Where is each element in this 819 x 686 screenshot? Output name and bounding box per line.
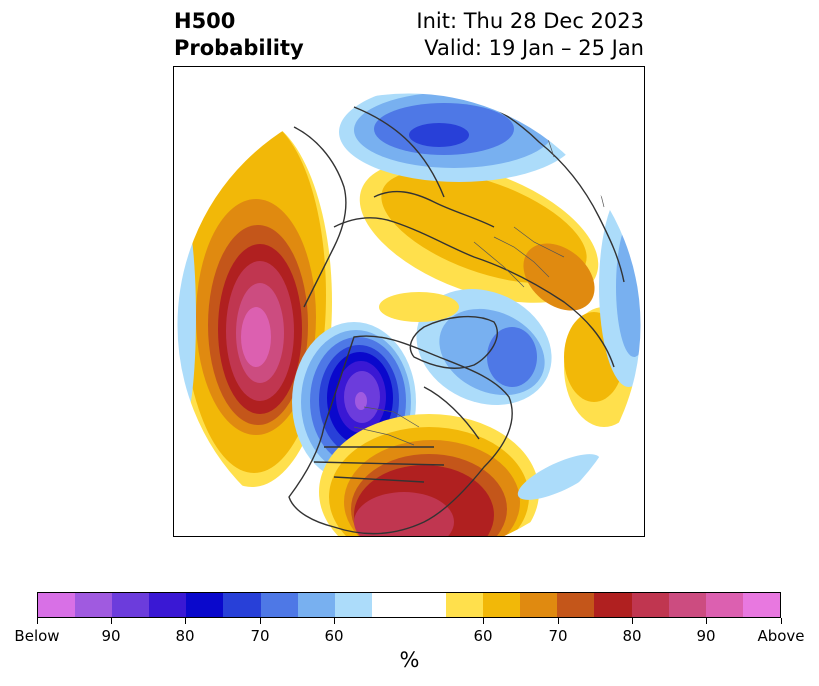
eurasia-above-anomaly bbox=[359, 161, 641, 427]
colorbar-segment bbox=[557, 593, 595, 617]
atlantic-below-band bbox=[517, 454, 601, 500]
west-edge-below-band bbox=[177, 207, 196, 427]
probability-map bbox=[176, 92, 642, 536]
title-right: Init: Thu 28 Dec 2023 Valid: 19 Jan – 25… bbox=[416, 8, 644, 62]
colorbar-segment bbox=[520, 593, 558, 617]
siberia-below-anomaly bbox=[339, 93, 579, 182]
colorbar-tick-label: 60 bbox=[473, 627, 493, 645]
southeast-us-above-anomaly bbox=[319, 414, 539, 536]
colorbar-tick bbox=[483, 618, 484, 624]
title-product: Probability bbox=[174, 36, 304, 60]
colorbar-segment bbox=[149, 593, 187, 617]
colorbar-tick-label: 90 bbox=[101, 627, 121, 645]
colorbar-tick-label: Below bbox=[14, 627, 60, 645]
hudson-above-patch bbox=[379, 292, 459, 322]
title-variable: H500 bbox=[174, 9, 236, 33]
colorbar-segment bbox=[260, 593, 298, 617]
colorbar-tick-label: 70 bbox=[548, 627, 568, 645]
colorbar-segment bbox=[75, 593, 113, 617]
pacific-above-anomaly bbox=[177, 117, 332, 487]
colorbar-tick bbox=[111, 618, 112, 624]
colorbar-segment bbox=[631, 593, 669, 617]
colorbar bbox=[37, 592, 781, 618]
title-left: H500 Probability bbox=[174, 8, 304, 62]
colorbar-segment bbox=[483, 593, 521, 617]
colorbar-tick bbox=[781, 618, 782, 624]
colorbar-tick bbox=[37, 618, 38, 624]
colorbar-tick bbox=[185, 618, 186, 624]
colorbar-tick-label: 70 bbox=[250, 627, 270, 645]
colorbar-segment bbox=[594, 593, 632, 617]
colorbar-segment bbox=[186, 593, 224, 617]
title-init-date: Init: Thu 28 Dec 2023 bbox=[416, 9, 644, 33]
colorbar-tick bbox=[706, 618, 707, 624]
colorbar-tick-label: 60 bbox=[324, 627, 344, 645]
colorbar-segment bbox=[742, 593, 780, 617]
colorbar-segment bbox=[334, 593, 372, 617]
colorbar-tick bbox=[334, 618, 335, 624]
colorbar-segment bbox=[223, 593, 261, 617]
colorbar-units: % bbox=[399, 648, 420, 672]
coastlines bbox=[288, 96, 625, 535]
colorbar-segment bbox=[668, 593, 706, 617]
colorbar-segment bbox=[297, 593, 335, 617]
map-panel bbox=[173, 66, 645, 537]
colorbar-segment bbox=[38, 593, 76, 617]
map-disc bbox=[177, 93, 641, 536]
colorbar-tick bbox=[632, 618, 633, 624]
colorbar-tick-label: 90 bbox=[696, 627, 716, 645]
map-boundary bbox=[176, 92, 642, 536]
colorbar-tick bbox=[260, 618, 261, 624]
colorbar-tick-label: Above bbox=[757, 627, 805, 645]
colorbar-segment bbox=[371, 593, 409, 617]
colorbar-segment bbox=[705, 593, 743, 617]
east-asia-below-anomaly bbox=[599, 187, 641, 387]
colorbar-tick bbox=[558, 618, 559, 624]
colorbar-segment bbox=[446, 593, 484, 617]
colorbar-segment bbox=[408, 593, 447, 617]
colorbar-segment bbox=[112, 593, 150, 617]
title-valid-range: Valid: 19 Jan – 25 Jan bbox=[424, 36, 644, 60]
colorbar-tick-label: 80 bbox=[622, 627, 642, 645]
colorbar-tick-label: 80 bbox=[175, 627, 195, 645]
